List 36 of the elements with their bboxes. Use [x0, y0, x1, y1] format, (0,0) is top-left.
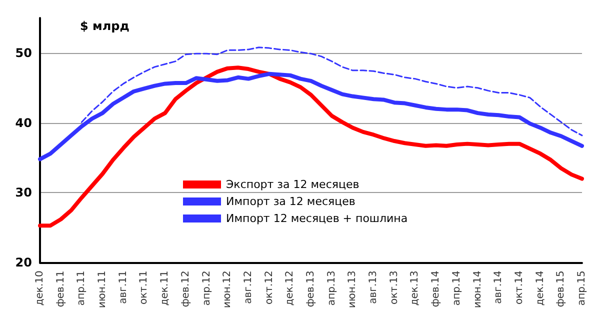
x-tick-label: авг.13	[368, 270, 380, 304]
x-tick-label: апр.13	[326, 270, 338, 306]
x-tick-label: фев.13	[306, 270, 316, 308]
x-tick-label: дек.13	[410, 270, 421, 306]
x-tick-label: июн.11	[97, 270, 108, 308]
line-series	[38, 66, 584, 228]
x-tick-label: окт.13	[388, 270, 400, 305]
x-tick-label: апр.15	[576, 270, 588, 306]
x-tick-label: авг.14	[493, 270, 504, 304]
legend-label: Импорт за 12 месяцев	[226, 195, 356, 208]
x-tick-label: апр.12	[201, 270, 212, 306]
y-tick-label: 50	[15, 46, 32, 60]
y-axis-title: $ млрд	[80, 19, 130, 33]
x-tick-label: дек.14	[534, 270, 546, 306]
x-tick-label: апр.11	[76, 270, 88, 306]
x-tick-label: июн.12	[222, 270, 234, 308]
legend-label: Импорт 12 месяцев + пошлина	[226, 212, 408, 225]
x-tick-label: дек.12	[284, 270, 296, 306]
x-tick-label: июн.13	[347, 270, 358, 308]
x-tick-label: окт.11	[138, 270, 150, 305]
x-tick-label: июн.14	[472, 270, 484, 308]
x-tick-label: фев.11	[55, 270, 66, 308]
x-tick-label: окт.14	[514, 270, 525, 305]
x-tick-label: авг.12	[242, 270, 254, 304]
x-tick-label: окт.12	[264, 270, 275, 305]
x-tick-label: фев.15	[556, 270, 567, 308]
legend-label: Экспорт за 12 месяцев	[226, 178, 360, 191]
y-tick-label: 30	[15, 186, 32, 200]
x-tick-label: дек.11	[160, 270, 171, 306]
x-tick-label: авг.11	[118, 270, 129, 304]
x-tick-label: дек.10	[34, 270, 46, 306]
x-tick-label: фев.12	[180, 270, 192, 308]
y-tick-label: 20	[15, 256, 32, 270]
x-tick-label: апр.14	[451, 270, 462, 306]
y-tick-label: 40	[15, 116, 32, 130]
x-tick-label: фев.14	[430, 270, 442, 308]
